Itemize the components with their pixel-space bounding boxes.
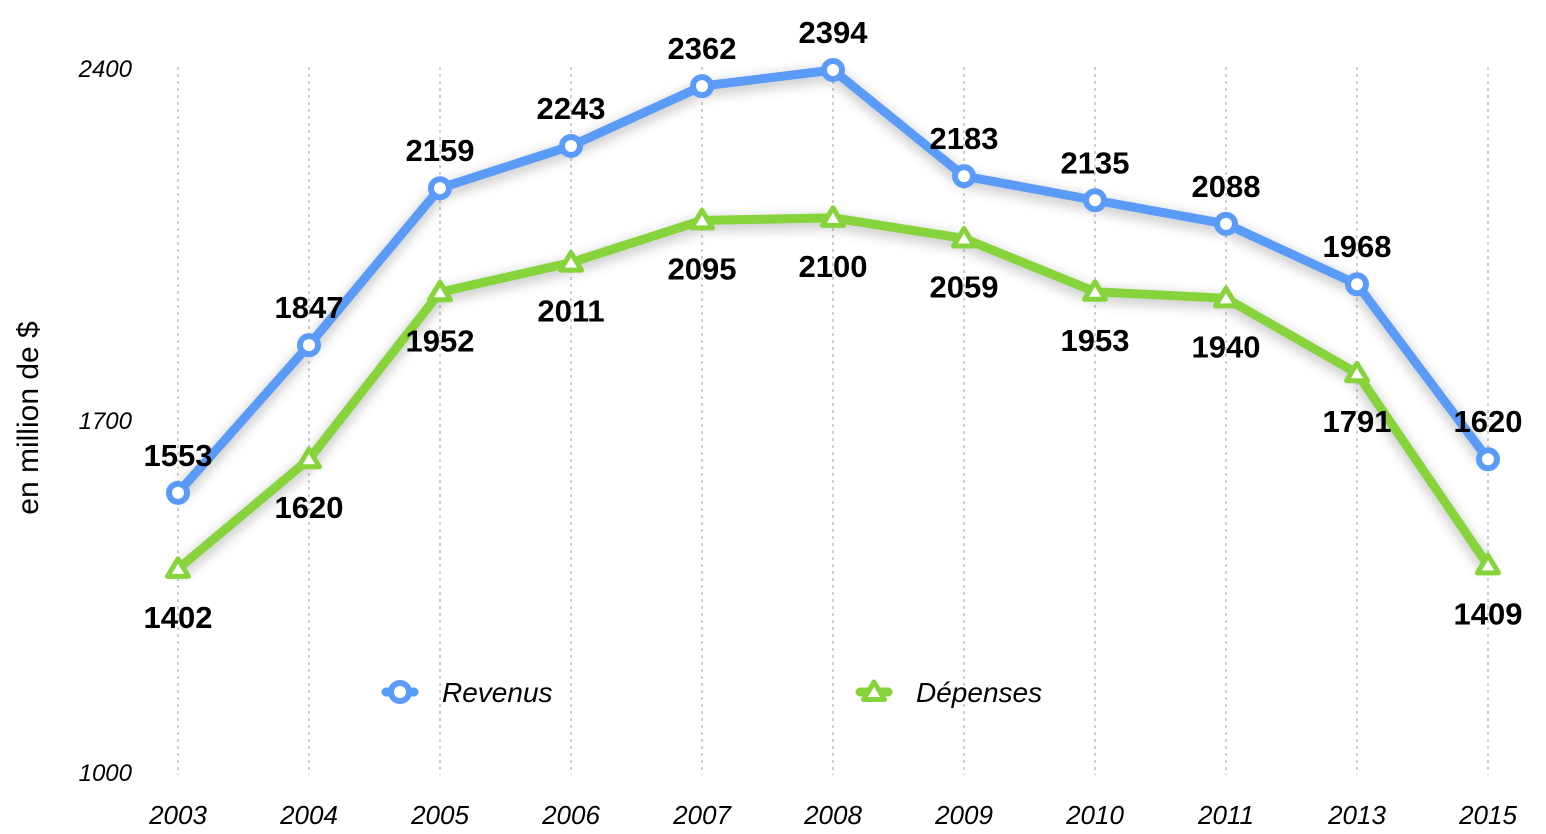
data-label: 1940 (1192, 329, 1261, 364)
legend-label: Revenus (442, 677, 553, 708)
data-point (1213, 285, 1239, 309)
data-point (1476, 447, 1500, 472)
series-layer: 1553 1847 2159 2243 2362 2394 2183 2135 2088 1968… (144, 15, 1523, 635)
x-tick-label: 2006 (541, 800, 600, 830)
y-tick-label: 1700 (79, 408, 133, 435)
data-point (1475, 552, 1501, 576)
data-label: 1553 (144, 438, 213, 473)
x-tick-label: 2005 (410, 800, 469, 830)
x-tick-label: 2010 (1065, 800, 1124, 830)
data-label: 1952 (406, 323, 475, 358)
x-tick-label: 2013 (1327, 800, 1386, 830)
data-point (559, 133, 583, 158)
y-axis-label: en million de $ (12, 321, 45, 515)
series-revenus: 1553 1847 2159 2243 2362 2394 2183 2135 2088 1968… (144, 15, 1523, 505)
data-point (690, 74, 714, 99)
data-point (427, 279, 453, 303)
data-label: 2362 (668, 31, 737, 66)
x-tick-label: 2011 (1197, 800, 1254, 830)
legend-item-depenses: Dépenses (855, 677, 1042, 708)
x-tick-label: 2009 (934, 800, 993, 830)
data-label: 2011 (537, 294, 604, 329)
data-point (821, 58, 845, 83)
data-point (558, 250, 584, 273)
data-point (1345, 272, 1369, 297)
legend-label: Dépenses (916, 677, 1042, 708)
data-point (165, 556, 191, 579)
data-label: 2135 (1061, 145, 1130, 180)
data-label: 2243 (537, 91, 606, 126)
data-point (1214, 211, 1238, 236)
y-tick-label: 2400 (78, 56, 133, 83)
x-tick-label: 2008 (803, 800, 862, 830)
data-label: 1620 (275, 490, 344, 525)
data-label: 2100 (799, 249, 868, 284)
x-tick-label: 2004 (279, 800, 338, 830)
data-point (297, 333, 321, 358)
data-label: 2159 (406, 133, 475, 168)
legend-marker (861, 679, 887, 702)
data-point (1082, 279, 1108, 302)
data-label: 2183 (930, 121, 999, 156)
data-label: 1791 (1323, 404, 1392, 439)
data-label: 1409 (1454, 596, 1523, 631)
legend: Revenus Dépenses (381, 677, 1042, 708)
data-point (689, 207, 715, 231)
data-point (1344, 360, 1370, 384)
data-label: 1847 (275, 290, 344, 325)
legend-item-revenus: Revenus (381, 677, 553, 708)
data-point (166, 480, 190, 505)
data-point (820, 205, 846, 228)
x-tick-label: 2015 (1458, 800, 1517, 830)
y-tick-label: 1000 (79, 760, 133, 787)
data-label: 1620 (1454, 404, 1523, 439)
data-label: 1968 (1323, 229, 1392, 264)
series-depenses: 1402 1620 1952 2011 2095 2100 2059 1953 1940 1791… (144, 205, 1523, 635)
data-label: 2394 (799, 15, 869, 50)
data-label: 1953 (1061, 323, 1130, 358)
grid-lines (177, 67, 1489, 775)
data-label: 2095 (668, 251, 737, 286)
y-axis-ticks: 1000 1700 2400 (78, 56, 133, 787)
x-tick-label: 2007 (672, 800, 732, 830)
x-axis-ticks: 2003 2004 2005 2006 2007 2008 2009 2010 2011 2013… (148, 800, 1517, 830)
data-label: 1402 (144, 600, 213, 635)
data-point (952, 164, 976, 189)
x-tick-label: 2003 (148, 800, 207, 830)
data-point (296, 446, 322, 470)
data-point (428, 176, 452, 201)
data-label: 2088 (1192, 169, 1261, 204)
data-point (951, 225, 977, 249)
data-point (1083, 188, 1107, 213)
data-label: 2059 (930, 269, 999, 304)
legend-marker (388, 680, 412, 704)
